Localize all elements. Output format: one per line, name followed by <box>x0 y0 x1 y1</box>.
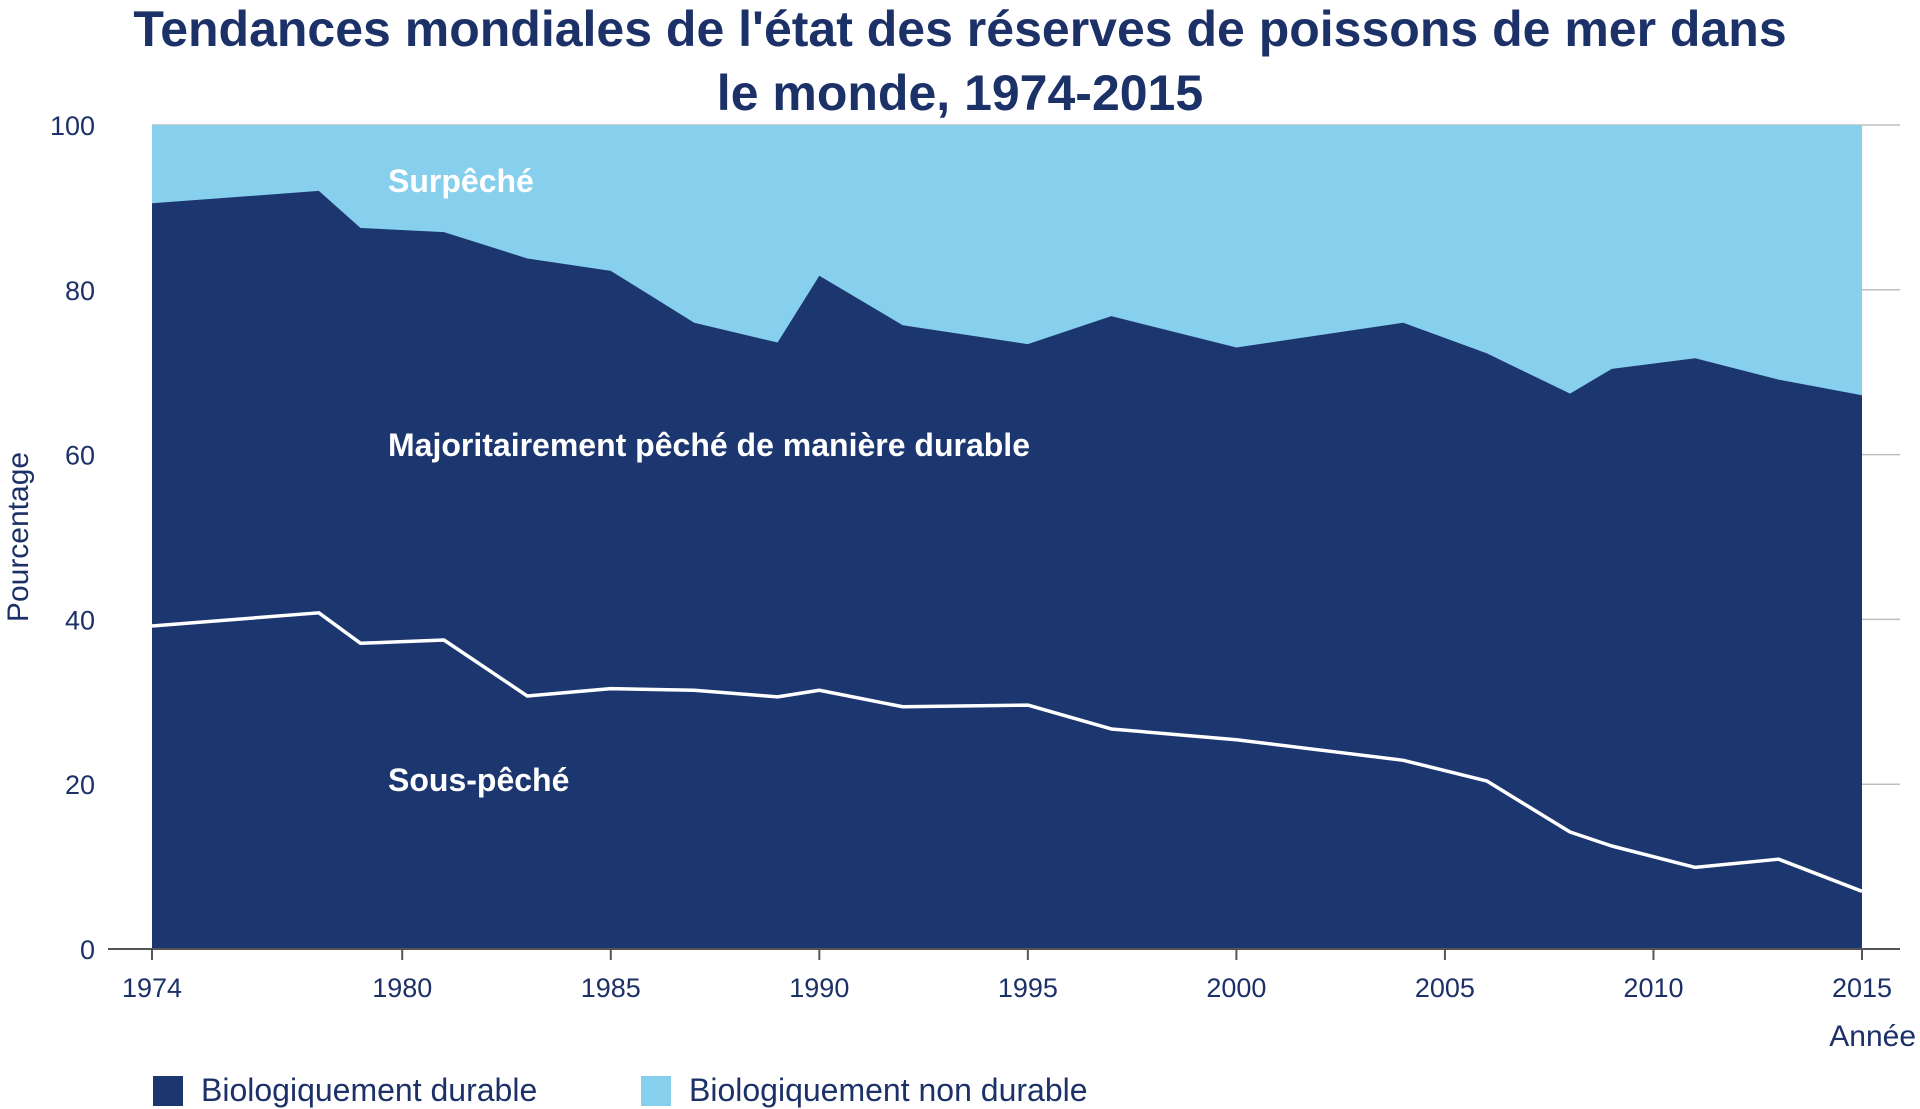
x-tick-label-2000: 2000 <box>1206 973 1266 1003</box>
x-tick-label-1995: 1995 <box>998 973 1058 1003</box>
legend-swatch-sustainable <box>153 1076 183 1106</box>
chart-title-line-2: le monde, 1974-2015 <box>717 65 1203 121</box>
axes: 0 20 40 60 80 100 1974 1980 1985 1990 1995 2000 2005… <box>50 111 1900 1003</box>
x-tick-label-2010: 2010 <box>1623 973 1683 1003</box>
x-axis-title: Année <box>1829 1020 1916 1053</box>
y-tick-label-80: 80 <box>65 276 95 306</box>
y-tick-label-20: 20 <box>65 770 95 800</box>
x-tick-label-2005: 2005 <box>1415 973 1475 1003</box>
legend-swatch-unsustainable <box>641 1076 671 1106</box>
legend-label-sustainable: Biologiquement durable <box>201 1072 537 1108</box>
y-tick-label-0: 0 <box>80 935 95 965</box>
area-label-overfished: Surpêché <box>388 163 534 199</box>
chart-title: Tendances mondiales de l'état des réserv… <box>133 1 1786 121</box>
y-tick-label-100: 100 <box>50 111 95 141</box>
chart-title-line-1: Tendances mondiales de l'état des réserv… <box>133 1 1786 57</box>
plot-areas <box>151 125 1863 950</box>
legend: Biologiquement durable Biologiquement no… <box>153 1072 1088 1108</box>
y-tick-label-40: 40 <box>65 605 95 635</box>
area-label-underfished: Sous-pêché <box>388 762 569 798</box>
y-axis-title: Pourcentage <box>2 452 35 622</box>
x-tick-label-1980: 1980 <box>372 973 432 1003</box>
area-label-sustainable: Majoritairement pêché de manière durable <box>388 427 1030 463</box>
area-sustainable <box>152 190 1862 950</box>
underfished-boundary-line <box>151 611 1863 893</box>
x-tick-label-1974: 1974 <box>122 973 182 1003</box>
y-tick-label-60: 60 <box>65 441 95 471</box>
legend-label-unsustainable: Biologiquement non durable <box>689 1072 1088 1108</box>
x-tick-label-2015: 2015 <box>1832 973 1892 1003</box>
x-tick-label-1990: 1990 <box>789 973 849 1003</box>
x-tick-label-1985: 1985 <box>581 973 641 1003</box>
area-labels: Surpêché Majoritairement pêché de manièr… <box>388 163 1030 798</box>
